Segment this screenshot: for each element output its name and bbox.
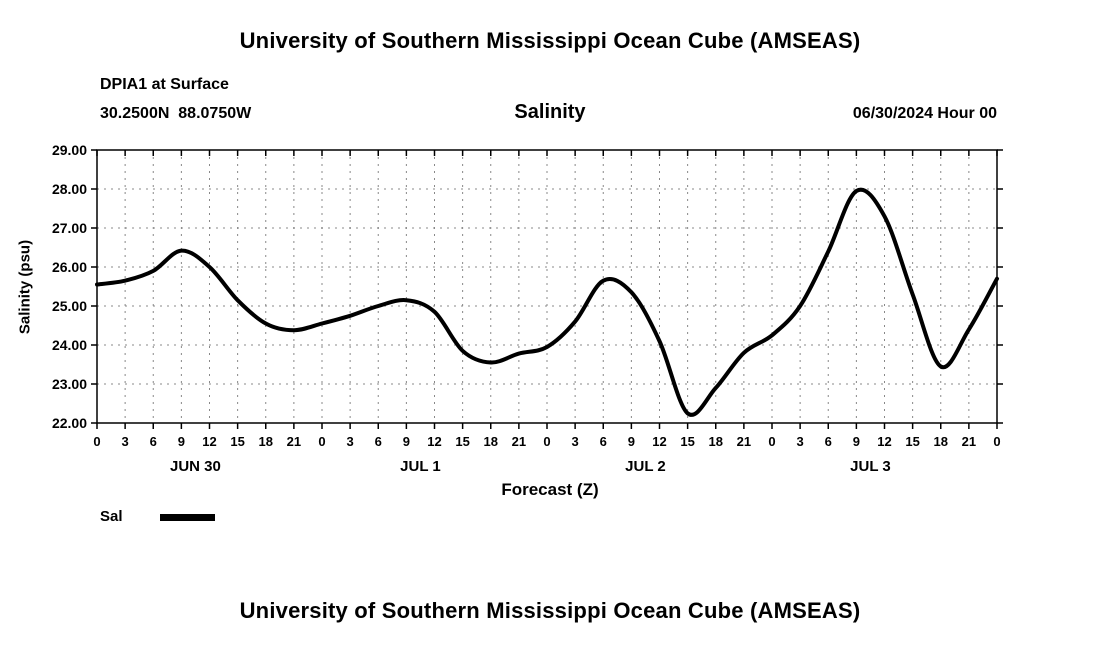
svg-text:15: 15: [905, 434, 919, 449]
salinity-line-chart: 0 3 6 9 12 15 18 21 0 3 6 9 12 15 18 21 0 3 6 9 12 15 18 21 0 3 6 9…: [52, 142, 1003, 475]
svg-text:26.00: 26.00: [52, 259, 87, 275]
svg-text:25.00: 25.00: [52, 298, 87, 314]
svg-text:3: 3: [797, 434, 804, 449]
svg-text:12: 12: [202, 434, 216, 449]
svg-text:JUL 1: JUL 1: [400, 458, 441, 475]
page-title: University of Southern Mississippi Ocean…: [239, 28, 861, 53]
svg-text:21: 21: [962, 434, 976, 449]
chart-variable-title: Salinity: [514, 101, 586, 123]
svg-text:21: 21: [287, 434, 301, 449]
svg-text:24.00: 24.00: [52, 337, 87, 353]
svg-text:3: 3: [347, 434, 354, 449]
svg-text:21: 21: [737, 434, 751, 449]
svg-text:23.00: 23.00: [52, 376, 87, 392]
svg-text:21: 21: [512, 434, 526, 449]
svg-text:0: 0: [768, 434, 775, 449]
svg-text:0: 0: [318, 434, 325, 449]
svg-text:29.00: 29.00: [52, 142, 87, 158]
svg-text:12: 12: [652, 434, 666, 449]
svg-text:12: 12: [427, 434, 441, 449]
svg-text:9: 9: [178, 434, 185, 449]
svg-text:3: 3: [122, 434, 129, 449]
svg-text:27.00: 27.00: [52, 220, 87, 236]
station-label: DPIA1 at Surface: [100, 76, 229, 93]
bottom-page-title: University of Southern Mississippi Ocean…: [239, 598, 861, 623]
svg-text:15: 15: [680, 434, 694, 449]
model-run-label: 06/30/2024 Hour 00: [852, 105, 997, 122]
svg-text:0: 0: [543, 434, 550, 449]
svg-text:28.00: 28.00: [52, 181, 87, 197]
svg-text:18: 18: [484, 434, 498, 449]
svg-text:15: 15: [230, 434, 244, 449]
svg-text:6: 6: [600, 434, 607, 449]
svg-text:15: 15: [455, 434, 469, 449]
svg-text:JUL 3: JUL 3: [850, 458, 891, 475]
legend-line-swatch: [160, 514, 215, 521]
legend-label: Sal: [100, 508, 123, 525]
svg-text:6: 6: [825, 434, 832, 449]
svg-text:0: 0: [93, 434, 100, 449]
svg-text:JUN 30: JUN 30: [170, 458, 221, 475]
svg-text:6: 6: [150, 434, 157, 449]
svg-text:18: 18: [934, 434, 948, 449]
svg-text:6: 6: [375, 434, 382, 449]
svg-text:12: 12: [877, 434, 891, 449]
svg-text:9: 9: [853, 434, 860, 449]
svg-text:0: 0: [993, 434, 1000, 449]
coordinates-label: 30.2500N 88.0750W: [100, 105, 252, 122]
svg-text:18: 18: [259, 434, 273, 449]
svg-text:JUL 2: JUL 2: [625, 458, 666, 475]
x-axis-label: Forecast (Z): [501, 480, 599, 499]
svg-text:3: 3: [572, 434, 579, 449]
svg-text:18: 18: [709, 434, 723, 449]
svg-text:9: 9: [403, 434, 410, 449]
svg-text:22.00: 22.00: [52, 415, 87, 431]
svg-text:9: 9: [628, 434, 635, 449]
